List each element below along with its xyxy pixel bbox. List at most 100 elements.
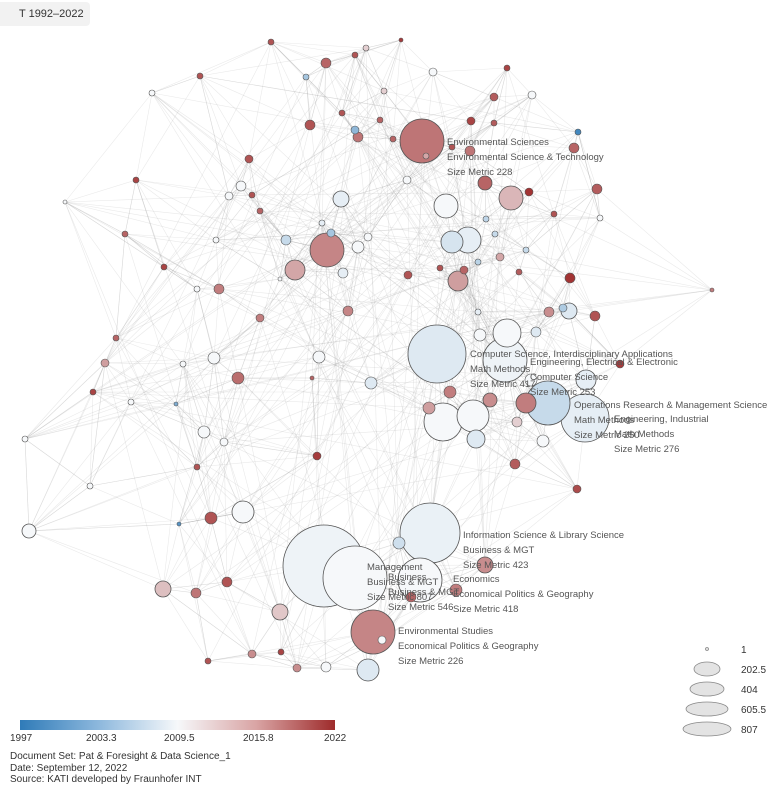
graph-node[interactable] (248, 191, 256, 199)
graph-node[interactable] (543, 306, 555, 318)
graph-node[interactable] (522, 246, 530, 254)
graph-node[interactable] (398, 37, 404, 43)
graph-node[interactable] (403, 270, 413, 280)
graph-node[interactable] (244, 154, 254, 164)
graph-node[interactable] (322, 545, 388, 611)
graph-node[interactable] (428, 67, 438, 77)
graph-node[interactable] (154, 580, 172, 598)
graph-node[interactable] (495, 252, 505, 262)
graph-node[interactable] (21, 523, 37, 539)
graph-node[interactable] (490, 119, 498, 127)
graph-node[interactable] (100, 358, 110, 368)
graph-node[interactable] (456, 399, 490, 433)
graph-node[interactable] (377, 635, 387, 645)
graph-node[interactable] (407, 324, 467, 384)
graph-node[interactable] (436, 264, 444, 272)
graph-node[interactable] (350, 125, 360, 135)
graph-node[interactable] (351, 51, 359, 59)
graph-node[interactable] (212, 236, 220, 244)
graph-node[interactable] (380, 87, 388, 95)
graph-node[interactable] (160, 263, 168, 271)
graph-node[interactable] (527, 90, 537, 100)
graph-node[interactable] (589, 310, 601, 322)
graph-node[interactable] (280, 234, 292, 246)
graph-node[interactable] (466, 116, 476, 126)
graph-node[interactable] (397, 557, 443, 603)
graph-node[interactable] (256, 207, 264, 215)
graph-node[interactable] (448, 143, 456, 151)
graph-node[interactable] (318, 219, 326, 227)
graph-node[interactable] (402, 175, 412, 185)
graph-node[interactable] (219, 437, 229, 447)
graph-node[interactable] (86, 482, 94, 490)
graph-node[interactable] (231, 500, 255, 524)
graph-node[interactable] (356, 658, 380, 682)
graph-node[interactable] (596, 214, 604, 222)
time-range-tab[interactable]: T 1992–2022 (0, 2, 90, 26)
graph-node[interactable] (459, 265, 469, 275)
graph-node[interactable] (572, 484, 582, 494)
graph-node[interactable] (515, 392, 537, 414)
graph-node[interactable] (482, 215, 490, 223)
graph-node[interactable] (62, 199, 68, 205)
graph-node[interactable] (21, 435, 29, 443)
graph-node[interactable] (524, 187, 534, 197)
graph-node[interactable] (473, 328, 487, 342)
graph-node[interactable] (399, 502, 461, 564)
node-layer[interactable] (21, 37, 715, 682)
graph-node[interactable] (197, 425, 211, 439)
graph-node[interactable] (277, 276, 283, 282)
graph-node[interactable] (405, 591, 417, 603)
graph-node[interactable] (503, 64, 511, 72)
graph-node[interactable] (204, 511, 218, 525)
graph-node[interactable] (443, 385, 457, 399)
graph-node[interactable] (709, 287, 715, 293)
graph-node[interactable] (515, 268, 523, 276)
graph-node[interactable] (204, 657, 212, 665)
graph-node[interactable] (267, 38, 275, 46)
graph-node[interactable] (302, 73, 310, 81)
graph-node[interactable] (464, 145, 476, 157)
graph-node[interactable] (492, 318, 522, 348)
graph-node[interactable] (422, 152, 430, 160)
graph-node[interactable] (376, 116, 384, 124)
graph-node[interactable] (449, 583, 463, 597)
graph-node[interactable] (338, 109, 346, 117)
graph-node[interactable] (221, 576, 233, 588)
graph-node[interactable] (564, 272, 576, 284)
graph-node[interactable] (132, 176, 140, 184)
graph-node[interactable] (309, 232, 345, 268)
graph-node[interactable] (247, 649, 257, 659)
graph-node[interactable] (224, 191, 234, 201)
graph-node[interactable] (422, 401, 436, 415)
graph-node[interactable] (511, 416, 523, 428)
graph-node[interactable] (350, 609, 396, 655)
graph-node[interactable] (89, 388, 97, 396)
graph-node[interactable] (433, 193, 459, 219)
graph-node[interactable] (591, 183, 603, 195)
graph-node[interactable] (568, 142, 580, 154)
graph-node[interactable] (121, 230, 129, 238)
graph-node[interactable] (235, 180, 247, 192)
graph-node[interactable] (312, 350, 326, 364)
graph-node[interactable] (320, 57, 332, 69)
graph-node[interactable] (312, 451, 322, 461)
graph-node[interactable] (476, 556, 494, 574)
graph-node[interactable] (558, 303, 568, 313)
graph-node[interactable] (447, 270, 469, 292)
graph-node[interactable] (337, 267, 349, 279)
graph-node[interactable] (399, 118, 445, 164)
graph-node[interactable] (362, 44, 370, 52)
graph-node[interactable] (196, 72, 204, 80)
graph-node[interactable] (466, 429, 486, 449)
graph-node[interactable] (489, 92, 499, 102)
graph-node[interactable] (326, 228, 336, 238)
graph-node[interactable] (112, 334, 120, 342)
graph-node[interactable] (498, 185, 524, 211)
graph-node[interactable] (364, 376, 378, 390)
graph-node[interactable] (474, 258, 482, 266)
graph-node[interactable] (474, 308, 482, 316)
graph-node[interactable] (332, 190, 350, 208)
graph-node[interactable] (509, 458, 521, 470)
